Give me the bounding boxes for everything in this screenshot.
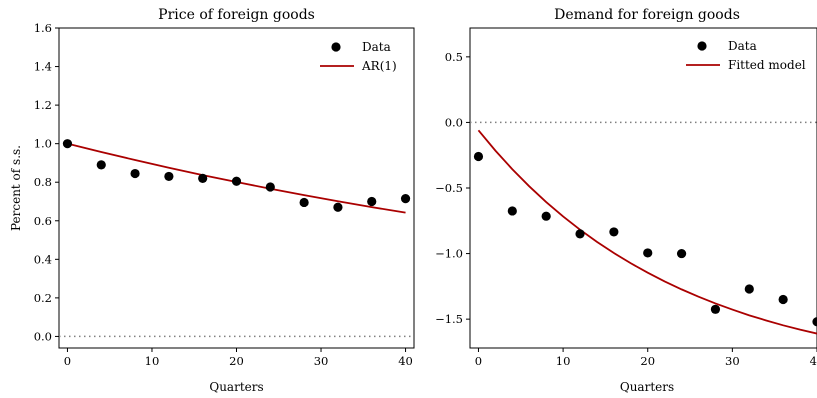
price-chart-y-axis-label: Percent of s.s. (9, 145, 23, 231)
price-chart-y-tick-label: 0.4 (34, 252, 52, 266)
demand-chart-x-tick-label: 0 (475, 354, 482, 368)
price-chart-data-point (62, 139, 73, 149)
price-chart-y-tick-label: 0.8 (34, 175, 52, 189)
price-chart-data-point (333, 202, 343, 212)
price-chart-data-point (367, 196, 377, 207)
demand-chart-data-point (778, 294, 788, 305)
demand-chart-legend-line-label: Fitted model (728, 58, 806, 72)
demand-chart-data-point (812, 317, 817, 327)
demand-chart-fitted-line (477, 129, 817, 335)
demand-chart-legend-data-label: Data (728, 39, 757, 53)
price-chart-x-tick-label: 10 (145, 354, 160, 368)
price-chart-data-point (164, 171, 174, 182)
demand-chart-y-tick-label: −1.5 (435, 312, 463, 326)
price-chart-y-tick-label: 1.2 (34, 98, 52, 112)
price-chart-data-point (299, 197, 309, 208)
price-chart-x-tick-label: 40 (398, 354, 413, 368)
price-chart-ticks-layer: 0 10 20 30 40 0.0 0.2 0.4 0.6 0.8 1.0 1.2 1.4 1.6 (34, 21, 413, 368)
price-chart-title: Price of foreign goods (158, 7, 315, 23)
demand-chart-series-layer (473, 129, 817, 335)
price-chart-y-tick-label: 1.0 (34, 137, 52, 151)
price-chart-data-point (130, 168, 140, 179)
price-chart-y-tick-label: 0.2 (34, 291, 52, 305)
demand-chart-x-tick-label: 40 (810, 354, 817, 368)
price-chart-data-point (231, 176, 242, 186)
price-chart-data-point (96, 160, 106, 170)
demand-chart-y-tick-label: −1.0 (435, 247, 463, 261)
demand-chart-data-point (744, 284, 754, 294)
demand-chart-y-tick-label: −0.5 (435, 181, 463, 195)
demand-chart-data-point (643, 248, 653, 258)
price-chart-legend-data-marker (331, 42, 341, 52)
price-chart: Price of foreign goods Quarters Percent … (9, 7, 415, 394)
price-chart-series-layer (62, 139, 411, 214)
price-chart-x-tick-label: 20 (229, 354, 244, 368)
price-chart-plot-area (58, 27, 415, 349)
demand-chart-data-point (710, 304, 721, 314)
price-chart-legend-line-label: AR(1) (361, 59, 397, 73)
price-chart-x-tick-label: 30 (314, 354, 329, 368)
price-chart-data-point (198, 173, 208, 183)
demand-chart-x-tick-label: 20 (640, 354, 655, 368)
demand-chart: Demand for foreign goods Quarters 0 10 20 3… (435, 7, 817, 394)
demand-chart-data-point (676, 248, 687, 259)
demand-chart-y-tick-label: 0.5 (445, 50, 463, 64)
demand-chart-legend: Data Fitted model (686, 39, 806, 72)
price-chart-x-tick-label: 0 (64, 354, 71, 368)
demand-chart-plot-area (469, 27, 817, 349)
price-chart-x-axis-label: Quarters (209, 380, 263, 394)
demand-chart-title: Demand for foreign goods (554, 7, 740, 23)
price-chart-y-tick-label: 1.6 (34, 21, 52, 35)
demand-chart-x-tick-label: 30 (725, 354, 740, 368)
price-chart-y-tick-label: 0.0 (34, 329, 52, 343)
demand-chart-data-point (541, 211, 551, 221)
price-chart-data-point (400, 194, 411, 204)
price-chart-y-tick-label: 1.4 (34, 60, 52, 74)
demand-chart-ticks-layer: 0 10 20 30 40 −1.5 −1.0 −0.5 0.0 0.5 (435, 50, 817, 368)
demand-chart-legend-data-marker (697, 41, 707, 51)
demand-chart-data-point (575, 229, 585, 239)
demand-chart-data-point (507, 206, 517, 216)
price-chart-legend-data-label: Data (362, 40, 391, 54)
price-chart-legend: Data AR(1) (320, 40, 397, 73)
demand-chart-x-tick-label: 10 (556, 354, 571, 368)
demand-chart-data-point (609, 227, 619, 237)
demand-chart-x-axis-label: Quarters (620, 380, 674, 394)
demand-chart-data-point (473, 151, 484, 162)
price-chart-data-point (265, 182, 275, 192)
price-chart-y-tick-label: 0.6 (34, 214, 52, 228)
demand-chart-y-tick-label: 0.0 (445, 115, 463, 129)
